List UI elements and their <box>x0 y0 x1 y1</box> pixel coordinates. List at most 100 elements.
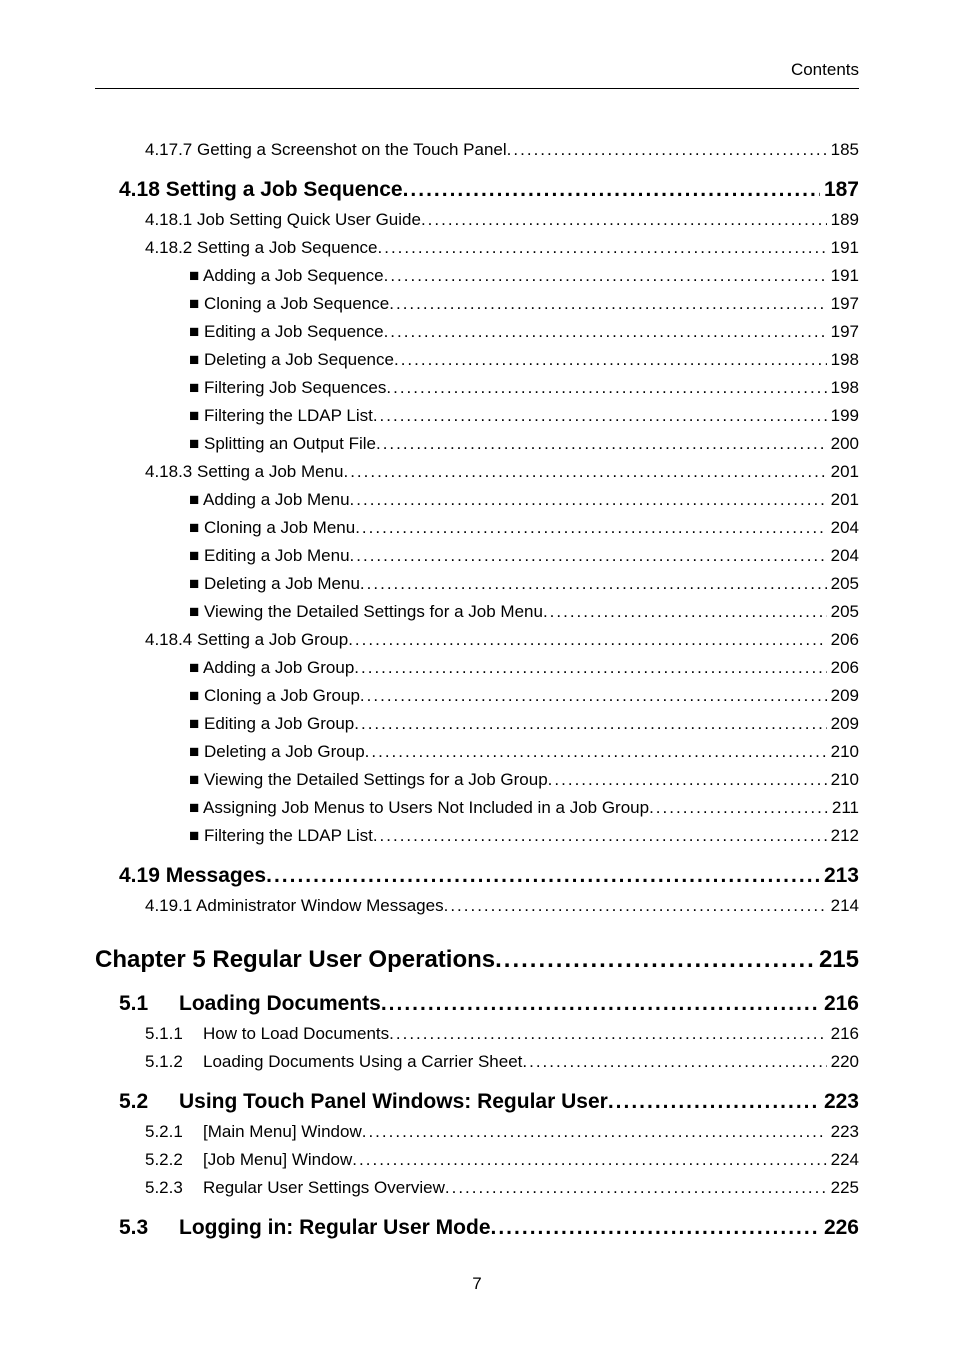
toc-page: 198 <box>827 378 859 398</box>
toc-leader <box>608 1090 820 1114</box>
toc-leader <box>389 294 826 314</box>
toc-page: 226 <box>820 1216 859 1240</box>
toc-page: 209 <box>827 686 859 706</box>
toc-label: ■ Cloning a Job Menu <box>189 518 355 538</box>
toc-entry: 5.2Using Touch Panel Windows: Regular Us… <box>95 1090 859 1114</box>
toc-entry: 4.19 Messages 213 <box>95 864 859 888</box>
toc-page: 225 <box>827 1178 859 1198</box>
toc-leader <box>362 1122 827 1142</box>
toc-entry: ■ Editing a Job Group 209 <box>95 714 859 734</box>
toc-page: 211 <box>828 798 859 818</box>
toc-label: 5.2Using Touch Panel Windows: Regular Us… <box>119 1090 608 1114</box>
toc-page: 223 <box>827 1122 859 1142</box>
toc-label: 5.2.1[Main Menu] Window <box>145 1122 362 1142</box>
toc-page: 220 <box>827 1052 859 1072</box>
toc-entry: Chapter 5 Regular User Operations 215 <box>95 946 859 974</box>
toc-container: 4.17.7 Getting a Screenshot on the Touch… <box>95 140 859 1240</box>
toc-entry: ■ Filtering the LDAP List 199 <box>95 406 859 426</box>
toc-leader <box>373 826 827 846</box>
toc-page: 199 <box>827 406 859 426</box>
toc-leader <box>491 1216 820 1240</box>
toc-leader <box>495 946 815 974</box>
toc-leader <box>348 630 826 650</box>
toc-entry: ■ Viewing the Detailed Settings for a Jo… <box>95 770 859 790</box>
toc-page: 213 <box>820 864 859 888</box>
toc-page: 191 <box>827 266 859 286</box>
toc-entry: ■ Assigning Job Menus to Users Not Inclu… <box>95 798 859 818</box>
toc-page: 187 <box>820 178 859 202</box>
toc-label: ■ Adding a Job Sequence <box>189 266 384 286</box>
toc-page: 191 <box>827 238 859 258</box>
toc-page: 197 <box>827 294 859 314</box>
toc-label: ■ Editing a Job Sequence <box>189 322 384 342</box>
toc-page: 198 <box>827 350 859 370</box>
toc-entry: 5.2.2[Job Menu] Window 224 <box>95 1150 859 1170</box>
toc-label: ■ Splitting an Output File <box>189 434 376 454</box>
toc-leader <box>352 1150 826 1170</box>
toc-label: ■ Filtering Job Sequences <box>189 378 386 398</box>
toc-entry: 5.1Loading Documents 216 <box>95 992 859 1016</box>
toc-label: ■ Deleting a Job Sequence <box>189 350 394 370</box>
toc-page: 185 <box>827 140 859 160</box>
toc-leader <box>507 140 827 160</box>
toc-leader <box>350 490 827 510</box>
toc-leader <box>403 178 820 202</box>
header-rule <box>95 88 859 89</box>
toc-page: 201 <box>827 462 859 482</box>
toc-page: 197 <box>827 322 859 342</box>
toc-label: 4.18.1 Job Setting Quick User Guide <box>145 210 421 230</box>
toc-entry: ■ Cloning a Job Sequence 197 <box>95 294 859 314</box>
toc-page: 200 <box>827 434 859 454</box>
toc-label: ■ Deleting a Job Group <box>189 742 365 762</box>
toc-leader <box>360 686 827 706</box>
toc-label: ■ Deleting a Job Menu <box>189 574 360 594</box>
toc-page: 210 <box>827 742 859 762</box>
toc-entry: ■ Viewing the Detailed Settings for a Jo… <box>95 602 859 622</box>
toc-entry: ■ Editing a Job Menu 204 <box>95 546 859 566</box>
toc-leader <box>378 238 827 258</box>
toc-label: 5.3Logging in: Regular User Mode <box>119 1216 491 1240</box>
toc-label: ■ Adding a Job Menu <box>189 490 350 510</box>
toc-label: 4.18.3 Setting a Job Menu <box>145 462 343 482</box>
toc-leader <box>381 992 820 1016</box>
toc-label: 4.17.7 Getting a Screenshot on the Touch… <box>145 140 507 160</box>
toc-entry: 4.18.3 Setting a Job Menu 201 <box>95 462 859 482</box>
toc-page: 201 <box>827 490 859 510</box>
toc-leader <box>384 266 827 286</box>
toc-label: 4.19 Messages <box>119 864 266 888</box>
toc-label: ■ Adding a Job Group <box>189 658 354 678</box>
toc-leader <box>266 864 820 888</box>
toc-entry: ■ Deleting a Job Sequence 198 <box>95 350 859 370</box>
toc-leader <box>543 602 827 622</box>
toc-leader <box>355 518 826 538</box>
toc-leader <box>360 574 827 594</box>
toc-page: 210 <box>827 770 859 790</box>
toc-leader <box>394 350 827 370</box>
toc-leader <box>350 546 827 566</box>
toc-entry: 4.18.2 Setting a Job Sequence 191 <box>95 238 859 258</box>
toc-leader <box>445 1178 827 1198</box>
toc-page: 214 <box>827 896 859 916</box>
toc-leader <box>354 658 826 678</box>
toc-entry: 5.2.3Regular User Settings Overview 225 <box>95 1178 859 1198</box>
toc-label: 5.1.2Loading Documents Using a Carrier S… <box>145 1052 522 1072</box>
toc-page: 205 <box>827 602 859 622</box>
toc-leader <box>421 210 827 230</box>
toc-entry: ■ Deleting a Job Group 210 <box>95 742 859 762</box>
toc-label: ■ Cloning a Job Sequence <box>189 294 389 314</box>
toc-label: 5.2.3Regular User Settings Overview <box>145 1178 445 1198</box>
toc-leader <box>386 378 826 398</box>
toc-entry: 5.3Logging in: Regular User Mode 226 <box>95 1216 859 1240</box>
toc-page: 215 <box>815 946 859 974</box>
toc-entry: ■ Adding a Job Menu 201 <box>95 490 859 510</box>
toc-page: 209 <box>827 714 859 734</box>
toc-page: 204 <box>827 546 859 566</box>
toc-leader <box>522 1052 826 1072</box>
toc-label: ■ Filtering the LDAP List <box>189 406 373 426</box>
toc-entry: ■ Cloning a Job Menu 204 <box>95 518 859 538</box>
toc-leader <box>376 434 827 454</box>
toc-leader <box>384 322 827 342</box>
toc-label: ■ Editing a Job Menu <box>189 546 350 566</box>
toc-page: 223 <box>820 1090 859 1114</box>
toc-label: ■ Filtering the LDAP List <box>189 826 373 846</box>
